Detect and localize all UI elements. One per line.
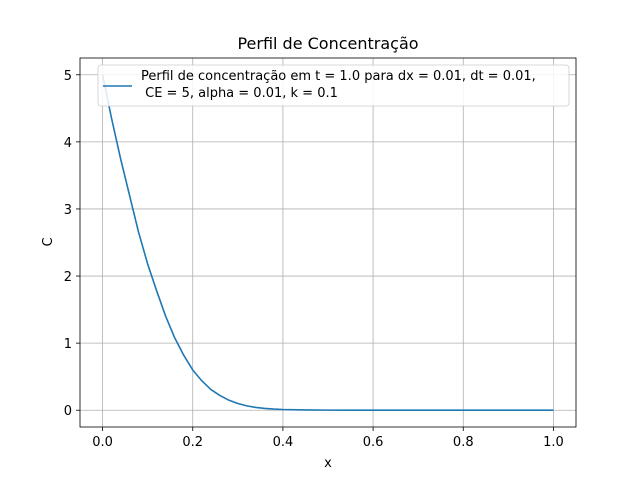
chart-title: Perfil de Concentração [237,34,418,53]
y-tick-label: 4 [64,136,72,151]
y-tick-label: 2 [64,270,72,285]
x-tick-label: 0.2 [182,435,203,450]
x-tick-label: 1.0 [543,435,564,450]
grid [80,58,576,427]
x-axis-label: x [324,456,332,471]
plot-frame [79,57,577,428]
y-axis-label: C [41,237,56,246]
y-axis-ticks: 0 1 2 3 4 5 [64,69,80,419]
x-tick-label: 0.6 [363,435,384,450]
y-tick-label: 5 [64,69,72,84]
x-tick-label: 0.4 [273,435,294,450]
legend-label-line-1: Perfil de concentração em t = 1.0 para d… [141,69,536,84]
x-tick-label: 0.0 [92,435,113,450]
series-layer [101,74,554,412]
y-tick-label: 1 [64,337,72,352]
series-line [101,74,554,412]
x-tick-label: 0.8 [453,435,474,450]
legend-box [97,64,570,107]
legend-label-line-2: CE = 5, alpha = 0.01, k = 0.1 [141,86,338,101]
legend: Perfil de concentração em t = 1.0 para d… [97,64,570,107]
y-tick-label: 0 [64,404,72,419]
y-tick-label: 3 [64,203,72,218]
x-axis-ticks: 0.0 0.2 0.4 0.6 0.8 1.0 [92,427,564,450]
